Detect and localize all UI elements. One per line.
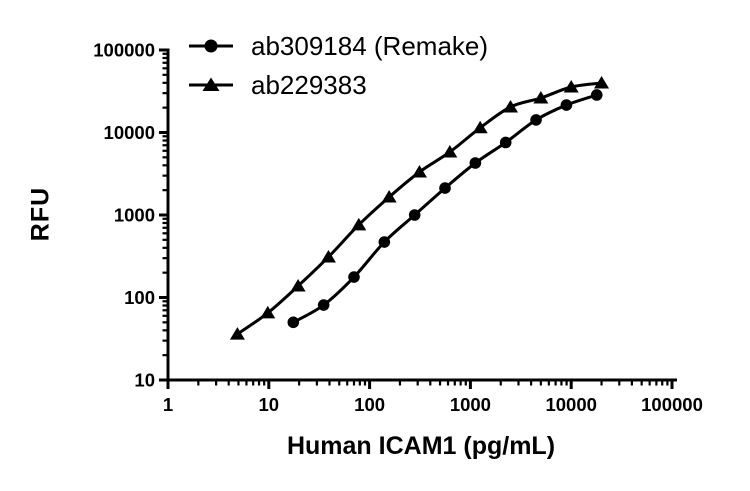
data-point-circle — [348, 271, 360, 283]
data-point-circle — [439, 182, 451, 194]
data-point-circle — [499, 136, 512, 149]
x-tick-label: 100000 — [641, 394, 703, 415]
data-point-triangle — [381, 190, 397, 203]
circle-marker-icon — [189, 39, 233, 53]
y-tick-label: 10000 — [104, 122, 155, 143]
data-point-triangle — [290, 278, 306, 292]
data-point-triangle — [594, 76, 610, 89]
series-line-ab309184 — [291, 93, 599, 324]
x-tick-label: 1 — [163, 394, 173, 415]
x-tick-label: 10 — [259, 394, 280, 415]
y-axis-title: RFU — [26, 186, 55, 242]
y-tick-label: 1000 — [114, 205, 155, 226]
data-point-triangle — [411, 165, 427, 178]
data-point-circle — [560, 99, 573, 111]
data-point-triangle — [351, 217, 367, 231]
y-tick-label: 100 — [124, 287, 155, 308]
series-line-ab229383 — [235, 81, 604, 336]
legend-label-ab229383: ab229383 — [251, 69, 367, 100]
x-tick-label: 1000 — [450, 394, 491, 415]
data-point-circle — [590, 89, 603, 101]
y-tick-label: 10 — [134, 370, 155, 391]
data-point-triangle — [260, 305, 276, 319]
x-tick-label: 100 — [354, 394, 385, 415]
data-point-circle — [317, 299, 330, 311]
data-point-circle — [469, 157, 482, 169]
data-point-circle — [287, 316, 300, 329]
x-axis-title: Human ICAM1 (pg/mL) — [286, 432, 556, 460]
data-point-triangle — [442, 145, 458, 158]
data-point-triangle — [320, 249, 336, 263]
data-point-triangle — [533, 90, 549, 104]
data-point-circle — [530, 114, 542, 126]
legend-item-ab229383: ab229383 — [188, 69, 488, 101]
data-point-circle — [408, 209, 421, 221]
data-point-circle — [378, 236, 391, 248]
legend-item-ab309184: ab309184 (Remake) — [188, 30, 488, 62]
x-tick-label: 10000 — [545, 394, 596, 415]
legend: ab309184 (Remake) ab229383 — [188, 30, 488, 101]
data-point-triangle — [563, 80, 579, 93]
y-tick-label: 100000 — [93, 40, 155, 61]
data-point-triangle — [229, 327, 245, 340]
legend-label-ab309184: ab309184 (Remake) — [251, 30, 489, 61]
data-point-triangle — [503, 99, 519, 113]
triangle-marker-icon — [189, 77, 233, 91]
data-point-triangle — [472, 120, 488, 134]
